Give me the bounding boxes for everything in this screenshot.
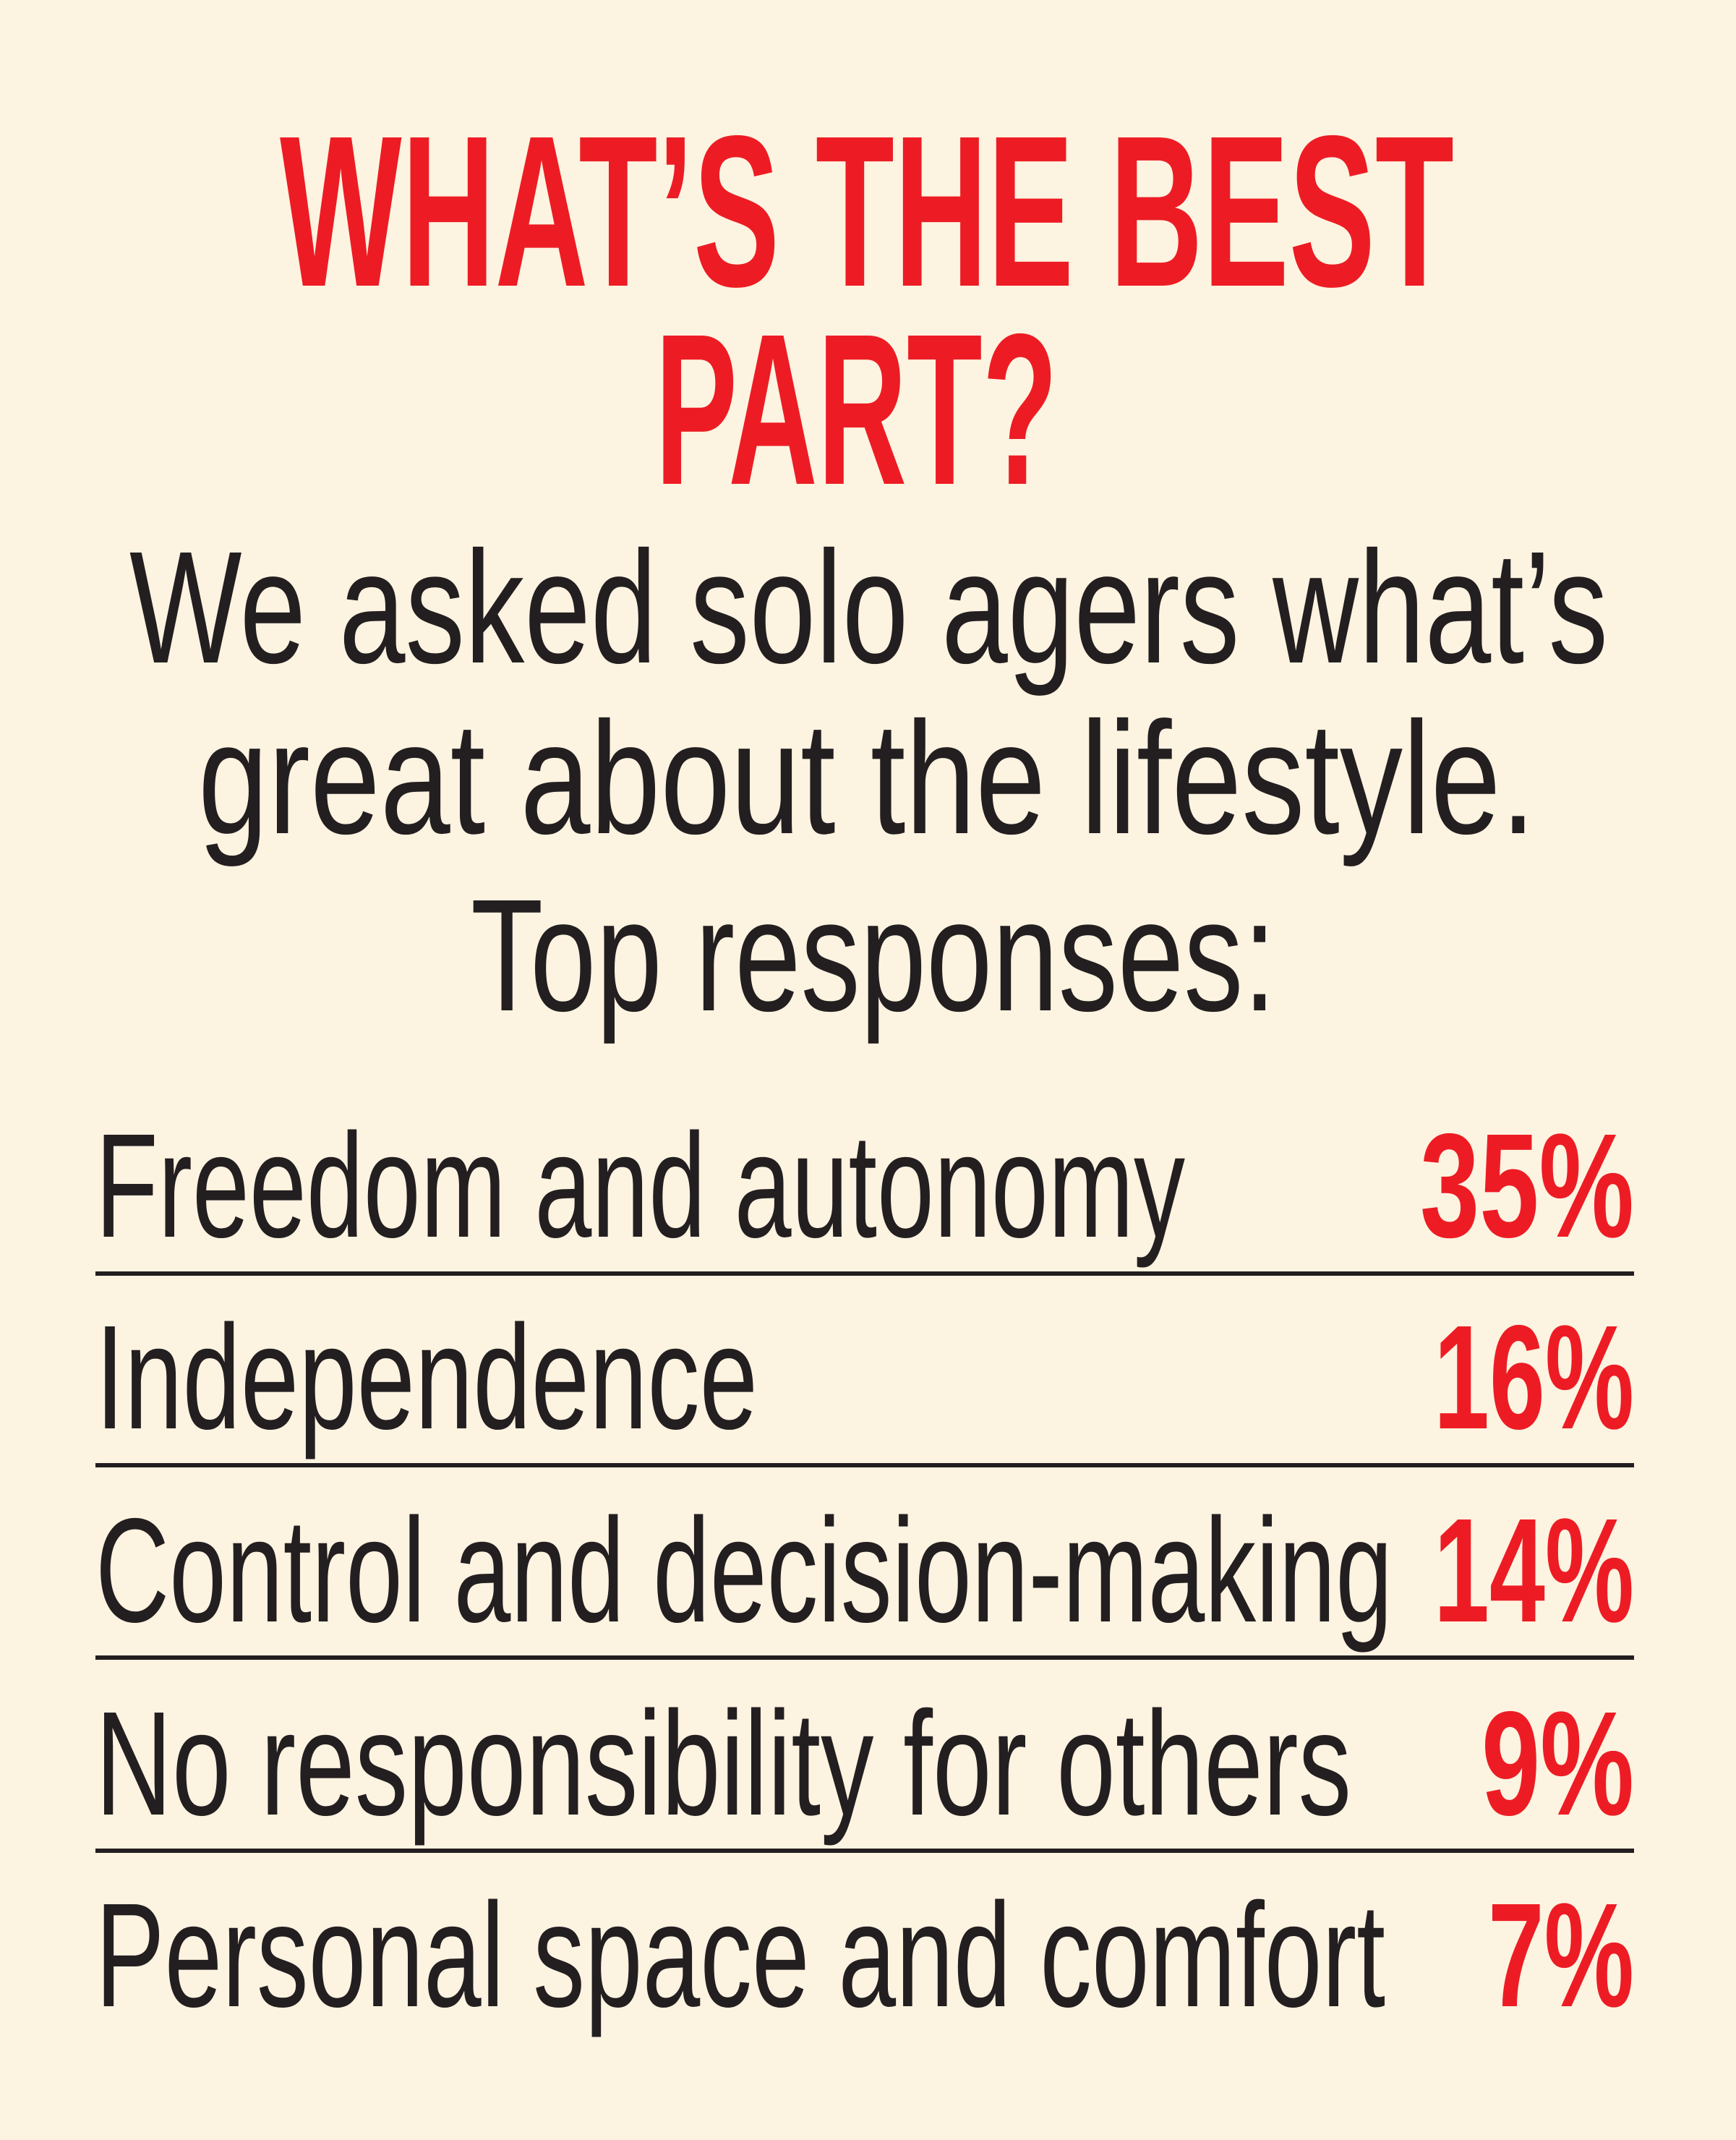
response-label: Freedom and autonomy	[95, 1103, 1185, 1269]
response-percent: 9%	[1481, 1681, 1634, 1846]
response-label: Control and decision-making	[95, 1488, 1393, 1653]
row-divider	[95, 1849, 1634, 1853]
response-label: Independence	[95, 1295, 758, 1460]
subtitle-line-1: We asked solo agers what’s	[129, 518, 1608, 696]
row-divider	[95, 1655, 1634, 1660]
response-percent: 7%	[1488, 1872, 1634, 2038]
title-line-1: WHAT’S THE BEST	[280, 91, 1454, 332]
response-percent: 16%	[1434, 1295, 1634, 1460]
response-percent: 14%	[1434, 1488, 1634, 1653]
row-divider	[95, 1463, 1634, 1467]
response-percent: 35%	[1420, 1103, 1634, 1269]
title-line-2: PART?	[655, 289, 1058, 530]
row-divider	[95, 1271, 1634, 1276]
response-label: Personal space and comfort	[95, 1872, 1385, 2038]
subtitle-line-3: Top responses:	[471, 866, 1276, 1044]
subtitle-line-2: great about the lifestyle.	[198, 689, 1536, 867]
response-label: No responsibility for others	[95, 1681, 1351, 1846]
